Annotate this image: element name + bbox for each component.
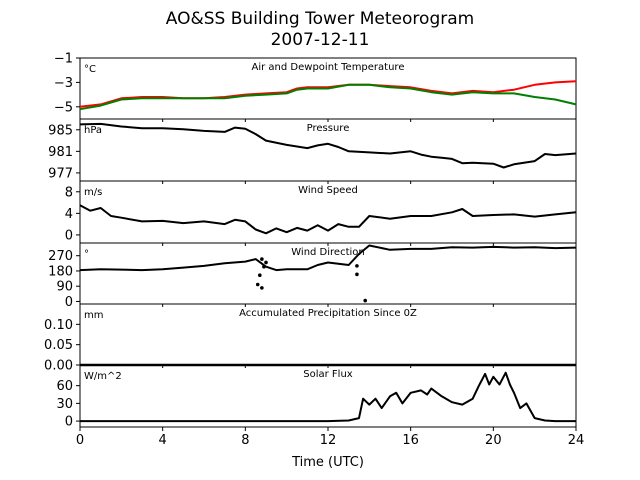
scatter-point <box>260 286 264 290</box>
panel-title: Solar Flux <box>303 369 353 380</box>
panel-title: Accumulated Precipitation Since 0Z <box>239 308 417 319</box>
y-tick-label: 0.10 <box>44 318 73 333</box>
scatter-point <box>258 273 262 277</box>
y-tick-label: 8 <box>65 185 73 200</box>
panel-title: Air and Dewpoint Temperature <box>252 62 405 73</box>
panel-title: Wind Speed <box>298 185 358 196</box>
y-tick-label: 0 <box>65 415 73 430</box>
scatter-point <box>264 260 268 265</box>
y-tick-label: 985 <box>48 123 73 138</box>
y-tick-label: 180 <box>48 264 73 279</box>
y-tick-label: 0 <box>65 295 73 310</box>
y-tick-label: 981 <box>48 145 73 160</box>
panel-unit-label: W/m^2 <box>84 371 122 382</box>
panel-pressure: 977 981 985 hPa Pressure <box>48 118 577 184</box>
panel-unit-label: mm <box>84 310 103 321</box>
x-tick-label: 0 <box>76 433 84 448</box>
chart-title: AO&SS Building Tower Meteorogram <box>166 9 474 29</box>
series-line-solar-0 <box>80 371 576 423</box>
y-tick-label: 60 <box>56 379 73 394</box>
panel-solar: 0 30 60 W/m^2 Solar Flux <box>56 364 577 431</box>
y-tick-label: −5 <box>54 100 73 115</box>
scatter-point <box>262 264 266 269</box>
chart-subtitle: 2007-12-11 <box>271 30 370 50</box>
y-tick-label: 977 <box>48 166 73 181</box>
series-line-wind_speed-0 <box>79 204 577 235</box>
x-tick-label: 20 <box>485 433 502 448</box>
y-tick-label: 0 <box>65 228 73 243</box>
panel-title: Pressure <box>307 123 350 134</box>
x-axis-label: Time (UTC) <box>291 455 364 470</box>
scatter-point <box>260 257 264 261</box>
series-line-pressure-0 <box>79 122 577 169</box>
scatter-point <box>355 264 359 268</box>
chart-panels: −5−3−1°C Air and Dewpoint Temperature9779… <box>44 52 577 431</box>
series-line-wind_direction-0 <box>79 244 577 272</box>
y-tick-label: 270 <box>48 249 73 264</box>
y-tick-label: 30 <box>56 397 73 412</box>
panel-unit-label: °C <box>84 64 96 75</box>
series-line-temp-0 <box>79 80 577 108</box>
y-tick-label: 4 <box>65 207 73 222</box>
panel-precip: 0.00 0.05 0.10 mm Accumulated Precipitation … <box>44 303 577 374</box>
y-tick-label: −1 <box>54 52 73 67</box>
x-tick-label: 8 <box>241 433 249 448</box>
panel-unit-label: m/s <box>84 187 102 198</box>
scatter-point <box>363 298 368 303</box>
scatter-point <box>255 282 260 287</box>
x-tick-label: 12 <box>320 433 337 448</box>
y-tick-label: 0.05 <box>44 338 73 353</box>
panel-unit-label: hPa <box>84 125 102 136</box>
y-tick-label: −3 <box>54 76 73 91</box>
x-tick-label: 24 <box>568 433 585 448</box>
x-tick-label: 16 <box>402 433 419 448</box>
panel-unit-label: ° <box>84 249 89 260</box>
series-line-temp-1 <box>79 83 577 111</box>
panel-title: Wind Direction <box>291 247 365 258</box>
panel-wind_speed: 0 4 8 m/s Wind Speed <box>65 180 577 246</box>
x-tick-label: 4 <box>159 433 167 448</box>
x-axis: 0 4 8 12 16 20 24 <box>76 433 584 448</box>
y-tick-label: 90 <box>56 280 73 295</box>
scatter-point <box>355 272 359 277</box>
y-tick-label: 0.00 <box>44 359 73 374</box>
panel-temp: −5 −3 −1 °C Air and Dewpoint Temperature <box>54 52 577 122</box>
